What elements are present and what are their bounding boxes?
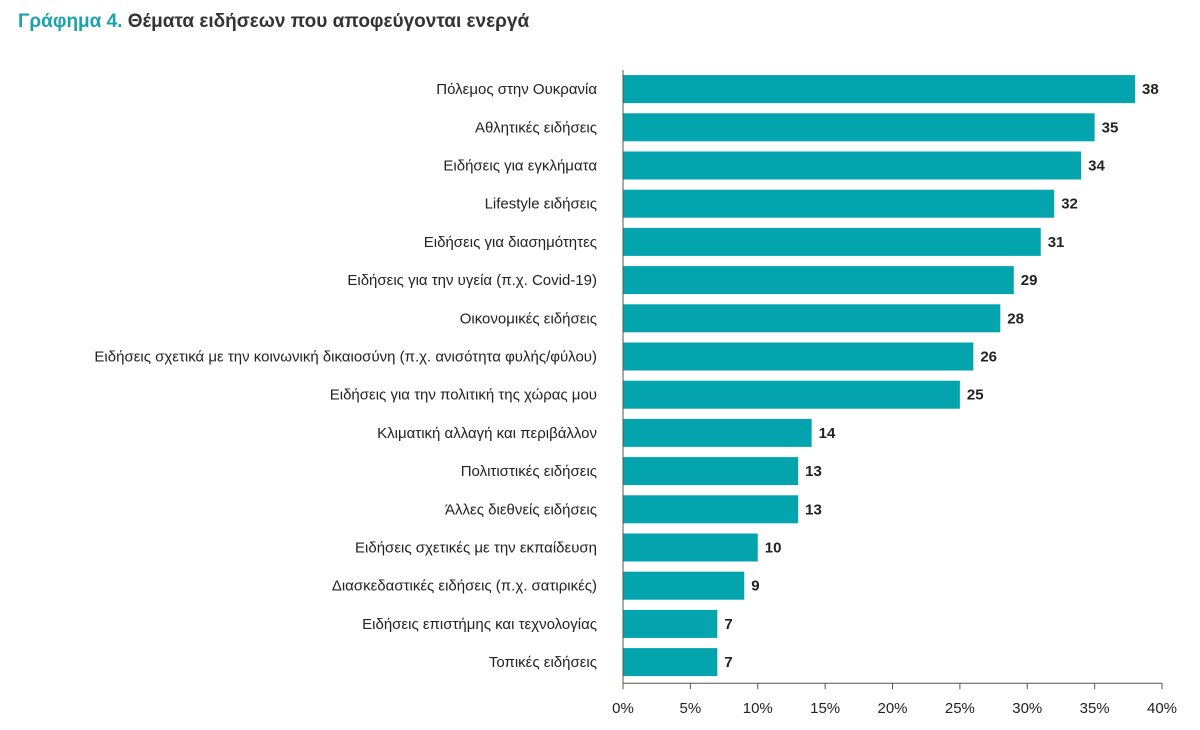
x-tick-label: 25% [945, 700, 975, 717]
chart-title-prefix: Γράφημα 4. [18, 11, 123, 32]
category-label: Lifestyle ειδήσεις [485, 196, 597, 213]
x-tick-label: 10% [743, 700, 773, 717]
bar [623, 571, 745, 600]
data-label: 34 [1088, 158, 1105, 175]
x-tick-label: 0% [612, 700, 634, 717]
category-label: Ειδήσεις σχετικές με την εκπαίδευση [355, 540, 597, 557]
data-label: 9 [751, 578, 759, 595]
category-label: Ειδήσεις για διασημότητες [424, 234, 597, 251]
category-label: Ειδήσεις για την πολιτική της χώρας μου [330, 387, 597, 404]
category-label: Τοπικές ειδήσεις [489, 654, 597, 671]
bar [623, 266, 1014, 295]
data-label: 14 [819, 425, 836, 442]
data-label: 32 [1061, 196, 1078, 213]
data-label: 31 [1048, 234, 1065, 251]
data-label: 10 [765, 540, 782, 557]
chart-title-text: Θέματα ειδήσεων που αποφεύγονται ενεργά [127, 11, 530, 32]
bar [623, 380, 960, 409]
bar [623, 75, 1136, 104]
x-tick-label: 35% [1080, 700, 1110, 717]
bar [623, 418, 812, 447]
category-label: Διασκεδαστικές ειδήσεις (π.χ. σατιρικές) [332, 578, 597, 595]
bar [623, 609, 718, 638]
data-label: 7 [724, 654, 732, 671]
data-label: 7 [724, 616, 732, 633]
data-label: 26 [980, 349, 997, 366]
data-label: 29 [1021, 272, 1038, 289]
bar [623, 227, 1041, 256]
bar [623, 113, 1095, 142]
bar [623, 457, 799, 486]
category-label: Οικονομικές ειδήσεις [460, 310, 597, 327]
bar [623, 533, 758, 562]
data-label: 13 [805, 463, 822, 480]
bar [623, 304, 1001, 333]
category-label: Ειδήσεις για την υγεία (π.χ. Covid-19) [347, 272, 597, 289]
category-label: Αθλητικές ειδήσεις [475, 119, 597, 136]
x-tick-label: 20% [877, 700, 907, 717]
category-label: Κλιματική αλλαγή και περιβάλλον [377, 425, 597, 442]
data-label: 13 [805, 501, 822, 518]
data-label: 35 [1102, 119, 1119, 136]
bar [623, 648, 718, 677]
bar [623, 342, 974, 371]
x-tick-label: 40% [1147, 700, 1177, 717]
category-label: Ειδήσεις για εγκλήματα [443, 158, 597, 175]
data-label: 28 [1007, 310, 1024, 327]
category-label: Πολιτιστικές ειδήσεις [461, 463, 597, 480]
category-label: Ειδήσεις σχετικά με την κοινωνική δικαιο… [94, 349, 597, 366]
data-label: 38 [1142, 81, 1159, 98]
category-label: Πόλεμος στην Ουκρανία [436, 81, 597, 98]
x-tick-label: 5% [680, 700, 702, 717]
bar [623, 495, 799, 524]
category-label: Άλλες διεθνείς ειδήσεις [445, 501, 597, 518]
x-tick-label: 30% [1012, 700, 1042, 717]
category-label: Ειδήσεις επιστήμης και τεχνολογίας [362, 616, 597, 633]
bar [623, 189, 1055, 218]
bar [623, 151, 1082, 180]
x-tick-label: 15% [810, 700, 840, 717]
data-label: 25 [967, 387, 984, 404]
chart-title: Γράφημα 4. Θέματα ειδήσεων που αποφεύγον… [18, 11, 529, 33]
